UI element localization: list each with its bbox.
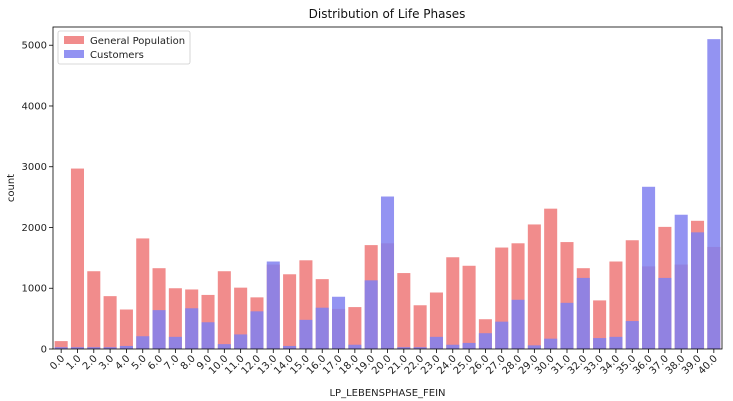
bar-general-population-18.0 <box>348 307 362 349</box>
bar-customers-27.0 <box>495 321 509 349</box>
y-tick-label-1000: 1000 <box>22 284 47 295</box>
bar-customers-15.0 <box>299 319 313 349</box>
bar-customers-7.0 <box>168 336 182 349</box>
y-tick-label-4000: 4000 <box>22 101 47 112</box>
y-tick-label-5000: 5000 <box>22 41 47 52</box>
x-tick-label-2.0: 2.0 <box>81 353 100 372</box>
y-tick-label-2000: 2000 <box>22 223 47 234</box>
bar-customers-33.0 <box>593 338 607 349</box>
bar-general-population-25.0 <box>462 265 476 349</box>
legend: General Population Customers <box>57 30 191 65</box>
bar-general-population-21.0 <box>397 273 411 349</box>
x-tick-label-1.0: 1.0 <box>65 353 84 372</box>
bar-general-population-34.0 <box>609 261 623 349</box>
bar-customers-23.0 <box>429 336 443 349</box>
bar-customers-11.0 <box>234 334 248 349</box>
bar-customers-12.0 <box>250 311 264 349</box>
bar-general-population-10.0 <box>217 271 231 349</box>
bar-customers-17.0 <box>332 296 346 349</box>
y-axis: 0 1000 2000 3000 4000 5000 <box>22 41 53 356</box>
bar-customers-26.0 <box>478 333 492 349</box>
legend-label-customers: Customers <box>90 50 144 61</box>
bar-customers-0.0 <box>54 347 68 349</box>
x-tick-label-7.0: 7.0 <box>162 353 181 372</box>
bar-customers-35.0 <box>625 321 639 349</box>
x-axis-label: LP_LEBENSPHASE_FEIN <box>329 388 445 399</box>
chart-title: Distribution of Life Phases <box>309 7 466 21</box>
bar-general-population-14.0 <box>283 274 297 349</box>
bar-customers-18.0 <box>348 344 362 349</box>
bar-customers-22.0 <box>413 347 427 349</box>
bar-customers-39.0 <box>691 232 705 349</box>
bar-customers-32.0 <box>576 277 590 349</box>
bar-customers-30.0 <box>544 338 558 349</box>
bar-customers-28.0 <box>511 299 525 349</box>
bar-customers-29.0 <box>527 345 541 349</box>
bar-customers-2.0 <box>87 347 101 349</box>
bar-general-population-2.0 <box>87 271 101 349</box>
legend-swatch-customers <box>64 50 84 58</box>
customers-bars <box>54 39 721 350</box>
bar-customers-3.0 <box>103 347 117 349</box>
x-tick-label-0.0: 0.0 <box>48 353 67 372</box>
bar-general-population-5.0 <box>136 238 150 349</box>
bar-general-population-3.0 <box>103 296 117 349</box>
bar-customers-1.0 <box>70 347 84 349</box>
bar-customers-16.0 <box>315 307 329 349</box>
legend-swatch-general-population <box>64 36 84 44</box>
bar-customers-9.0 <box>201 322 215 349</box>
bar-customers-34.0 <box>609 336 623 349</box>
bar-general-population-4.0 <box>119 309 133 349</box>
x-tick-label-4.0: 4.0 <box>114 353 133 372</box>
bar-general-population-23.0 <box>429 292 443 349</box>
bar-customers-5.0 <box>136 336 150 349</box>
bar-general-population-24.0 <box>446 257 460 349</box>
legend-label-general-population: General Population <box>90 36 185 47</box>
x-tick-label-8.0: 8.0 <box>179 353 198 372</box>
bar-general-population-1.0 <box>70 168 84 349</box>
x-tick-label-40.0: 40.0 <box>696 353 720 377</box>
y-tick-label-3000: 3000 <box>22 162 47 173</box>
x-axis: 0.01.02.03.04.05.06.07.08.09.010.011.012… <box>48 349 720 377</box>
bar-customers-20.0 <box>380 196 395 349</box>
bar-customers-10.0 <box>217 344 231 349</box>
bar-customers-31.0 <box>560 302 574 349</box>
bar-general-population-30.0 <box>544 208 558 349</box>
bar-customers-36.0 <box>642 186 656 349</box>
x-tick-label-6.0: 6.0 <box>146 353 165 372</box>
bar-customers-6.0 <box>152 310 166 349</box>
legend-box <box>57 30 191 65</box>
y-axis-label: count <box>6 174 17 202</box>
bar-customers-37.0 <box>658 277 672 349</box>
bar-customers-38.0 <box>674 214 688 349</box>
bar-general-population-7.0 <box>168 288 182 349</box>
y-tick-label-0: 0 <box>41 345 47 356</box>
bar-customers-8.0 <box>185 308 199 349</box>
bar-general-population-11.0 <box>234 287 248 349</box>
bar-customers-14.0 <box>283 345 297 349</box>
bar-customers-21.0 <box>397 347 411 349</box>
bar-general-population-33.0 <box>593 300 607 349</box>
bar-general-population-22.0 <box>413 305 427 349</box>
x-tick-label-5.0: 5.0 <box>130 353 149 372</box>
bar-customers-4.0 <box>119 345 133 349</box>
bar-customers-13.0 <box>266 261 280 349</box>
bar-customers-24.0 <box>446 344 460 349</box>
plot-frame <box>52 26 723 350</box>
bar-customers-40.0 <box>707 39 721 350</box>
bar-customers-19.0 <box>364 280 378 349</box>
x-tick-label-3.0: 3.0 <box>97 353 116 372</box>
bar-general-population-29.0 <box>527 224 541 349</box>
bar-customers-25.0 <box>462 342 476 349</box>
bar-general-population-0.0 <box>54 341 68 349</box>
